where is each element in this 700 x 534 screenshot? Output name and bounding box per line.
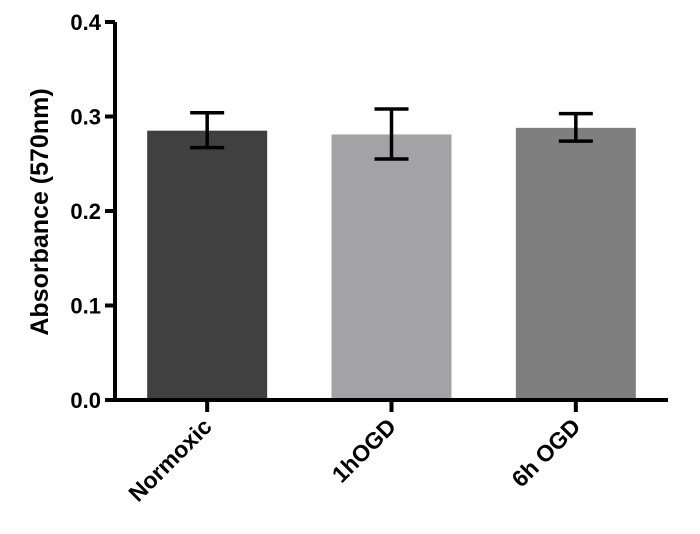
error-bars: [190, 107, 593, 161]
y-tick-label: 0.2: [70, 199, 101, 224]
y-axis: 0.0 0.1 0.2 0.3 0.4: [70, 10, 117, 413]
y-tick-label: 0.4: [70, 10, 101, 35]
y-tick-label: 0.1: [70, 294, 101, 319]
y-tick-label: 0.0: [70, 388, 101, 413]
bar-6h-ogd: [515, 127, 636, 400]
x-axis: Normoxic 1hOGD 6h OGD: [113, 398, 668, 507]
y-tick-label: 0.3: [70, 105, 101, 130]
x-category-label: 1hOGD: [327, 413, 401, 487]
bar-normoxic: [147, 130, 268, 401]
x-category-label: 6h OGD: [506, 413, 585, 492]
bars: [147, 127, 636, 401]
y-axis-label: Absorbance (570nm): [26, 88, 54, 335]
x-category-label: Normoxic: [123, 413, 217, 507]
bar-1hogd: [331, 134, 452, 400]
